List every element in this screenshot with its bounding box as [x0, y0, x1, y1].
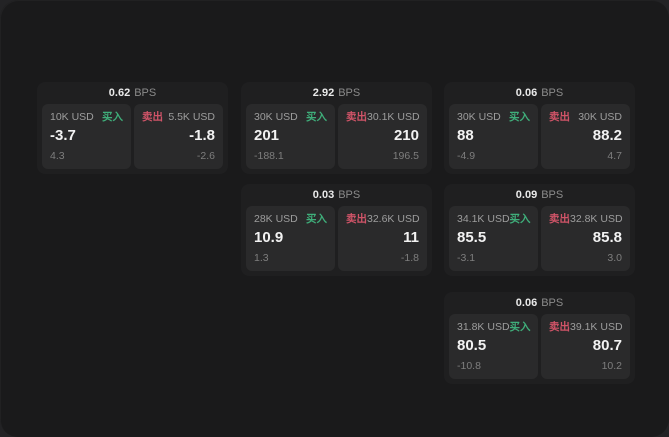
bps-unit-label: BPS — [338, 87, 361, 99]
buy-price: 10.9 — [254, 229, 284, 246]
bps-header: 2.92 BPS — [241, 82, 432, 104]
buy-price: -3.7 — [50, 127, 76, 144]
quote-panels: 30K USD 买入 88 -4.9 卖出 30K USD 88.2 4.7 — [444, 104, 635, 169]
bps-value: 0.06 — [515, 87, 538, 99]
buy-price: 201 — [254, 127, 280, 144]
sell-panel[interactable]: 卖出 5.5K USD -1.8 -2.6 — [134, 104, 223, 169]
buy-panel[interactable]: 28K USD 买入 10.9 1.3 — [246, 206, 335, 271]
buy-side-tag: 买入 — [306, 213, 327, 225]
quote-card[interactable]: 0.06 BPS 30K USD 买入 88 -4.9 卖出 30K USD 8… — [444, 82, 635, 174]
sell-side-tag: 卖出 — [549, 111, 570, 123]
sell-change: 3.0 — [607, 252, 622, 264]
bps-unit-label: BPS — [134, 87, 157, 99]
sell-panel[interactable]: 卖出 30.1K USD 210 196.5 — [338, 104, 427, 169]
buy-change: -188.1 — [254, 150, 284, 162]
sell-panel[interactable]: 卖出 39.1K USD 80.7 10.2 — [541, 314, 630, 379]
sell-change: 10.2 — [601, 360, 622, 372]
quote-card[interactable]: 0.06 BPS 31.8K USD 买入 80.5 -10.8 卖出 39.1… — [444, 292, 635, 384]
buy-panel[interactable]: 10K USD 买入 -3.7 4.3 — [42, 104, 131, 169]
quote-card[interactable]: 0.62 BPS 10K USD 买入 -3.7 4.3 卖出 5.5K USD… — [37, 82, 228, 174]
bps-header: 0.03 BPS — [241, 184, 432, 206]
buy-panel[interactable]: 30K USD 买入 88 -4.9 — [449, 104, 538, 169]
bps-value: 2.92 — [312, 87, 335, 99]
sell-panel[interactable]: 卖出 30K USD 88.2 4.7 — [541, 104, 630, 169]
buy-panel[interactable]: 31.8K USD 买入 80.5 -10.8 — [449, 314, 538, 379]
sell-amount-label: 30K USD — [578, 111, 622, 123]
buy-panel[interactable]: 34.1K USD 买入 85.5 -3.1 — [449, 206, 538, 271]
sell-panel[interactable]: 卖出 32.6K USD 11 -1.8 — [338, 206, 427, 271]
bps-unit-label: BPS — [541, 189, 564, 201]
quote-card[interactable]: 0.03 BPS 28K USD 买入 10.9 1.3 卖出 32.6K US… — [241, 184, 432, 276]
buy-panel[interactable]: 30K USD 买入 201 -188.1 — [246, 104, 335, 169]
bps-value: 0.62 — [108, 87, 131, 99]
buy-amount-label: 34.1K USD — [457, 213, 510, 225]
buy-change: -3.1 — [457, 252, 476, 264]
quote-card[interactable]: 0.09 BPS 34.1K USD 买入 85.5 -3.1 卖出 32.8K… — [444, 184, 635, 276]
sell-change: -2.6 — [196, 150, 215, 162]
sell-side-tag: 卖出 — [346, 213, 367, 225]
buy-amount-label: 10K USD — [50, 111, 94, 123]
buy-amount-label: 30K USD — [457, 111, 501, 123]
buy-price: 88 — [457, 127, 474, 144]
sell-amount-label: 32.6K USD — [367, 213, 420, 225]
sell-change: 196.5 — [392, 150, 419, 162]
buy-amount-label: 30K USD — [254, 111, 298, 123]
quote-panels: 31.8K USD 买入 80.5 -10.8 卖出 39.1K USD 80.… — [444, 314, 635, 379]
bps-unit-label: BPS — [541, 87, 564, 99]
sell-panel[interactable]: 卖出 32.8K USD 85.8 3.0 — [541, 206, 630, 271]
sell-change: 4.7 — [607, 150, 622, 162]
sell-price: 11 — [403, 229, 419, 246]
buy-price: 85.5 — [457, 229, 487, 246]
buy-change: 4.3 — [50, 150, 65, 162]
buy-side-tag: 买入 — [306, 111, 327, 123]
quote-panels: 30K USD 买入 201 -188.1 卖出 30.1K USD 210 1… — [241, 104, 432, 169]
buy-price: 80.5 — [457, 337, 487, 354]
buy-side-tag: 买入 — [509, 213, 531, 225]
sell-change: -1.8 — [400, 252, 419, 264]
sell-price: 210 — [393, 127, 419, 144]
buy-change: 1.3 — [254, 252, 269, 264]
sell-side-tag: 卖出 — [549, 321, 570, 333]
sell-amount-label: 32.8K USD — [570, 213, 623, 225]
quote-panels: 28K USD 买入 10.9 1.3 卖出 32.6K USD 11 -1.8 — [241, 206, 432, 271]
quote-card[interactable]: 2.92 BPS 30K USD 买入 201 -188.1 卖出 30.1K … — [241, 82, 432, 174]
bps-value: 0.09 — [515, 189, 538, 201]
buy-side-tag: 买入 — [509, 321, 531, 333]
buy-side-tag: 买入 — [509, 111, 530, 123]
sell-price: 80.7 — [592, 337, 622, 354]
bps-unit-label: BPS — [541, 297, 564, 309]
sell-amount-label: 5.5K USD — [168, 111, 215, 123]
sell-amount-label: 39.1K USD — [570, 321, 623, 333]
sell-price: 85.8 — [592, 229, 622, 246]
quote-panels: 10K USD 买入 -3.7 4.3 卖出 5.5K USD -1.8 -2.… — [37, 104, 228, 169]
sell-price: 88.2 — [592, 127, 622, 144]
bps-header: 0.09 BPS — [444, 184, 635, 206]
sell-price: -1.8 — [189, 127, 215, 144]
buy-side-tag: 买入 — [102, 111, 123, 123]
bps-value: 0.06 — [515, 297, 538, 309]
buy-change: -4.9 — [457, 150, 476, 162]
buy-amount-label: 31.8K USD — [457, 321, 510, 333]
bps-value: 0.03 — [312, 189, 335, 201]
sell-side-tag: 卖出 — [346, 111, 367, 123]
quote-panels: 34.1K USD 买入 85.5 -3.1 卖出 32.8K USD 85.8… — [444, 206, 635, 271]
sell-side-tag: 卖出 — [549, 213, 570, 225]
sell-amount-label: 30.1K USD — [367, 111, 420, 123]
sell-side-tag: 卖出 — [142, 111, 163, 123]
buy-amount-label: 28K USD — [254, 213, 298, 225]
buy-change: -10.8 — [457, 360, 481, 372]
bps-header: 0.62 BPS — [37, 82, 228, 104]
bps-header: 0.06 BPS — [444, 292, 635, 314]
bps-header: 0.06 BPS — [444, 82, 635, 104]
bps-unit-label: BPS — [338, 189, 361, 201]
